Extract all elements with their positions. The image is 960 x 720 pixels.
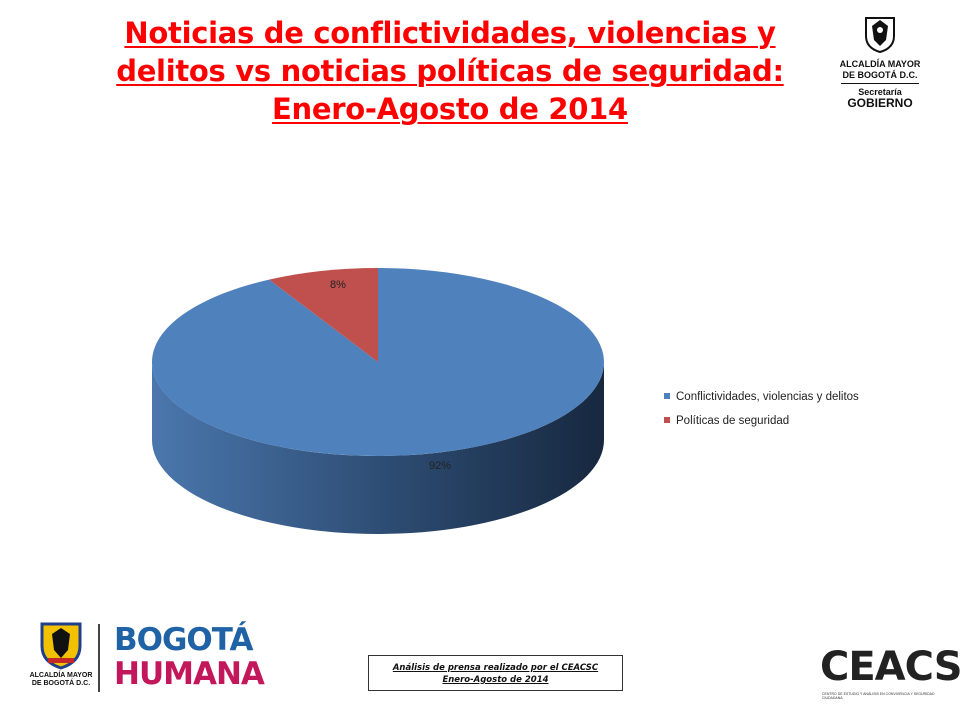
page-title: Noticias de conflictividades, violencias… [60,14,840,128]
pie-chart: 92% 8% Conflictividades, violencias y del… [151,268,859,534]
bogota-humana-logo: ALCALDÍA MAYOR DE BOGOTÁ D.C. BOGOTÁ HUM… [28,620,265,695]
bogota-coat-of-arms-icon [865,17,895,54]
data-label-1: 8% [330,279,346,291]
title-line-1: Noticias de conflictividades, violencias… [124,16,776,50]
bogota-wordmark: BOGOTÁ [114,622,254,658]
pie-slice-1 [269,268,378,362]
legend-label-0: Conflictividades, violencias y delitos [676,391,859,403]
logo-line-2: DE BOGOTÁ D.C. [842,70,918,80]
alcaldia-coat-of-arms-icon [40,622,82,670]
footer-line-1: Análisis de prensa realizado por el CEAC… [392,663,599,673]
logo-separator [98,624,100,692]
pie-slice-0 [151,268,604,456]
footer-note: Análisis de prensa realizado por el CEAC… [368,655,623,691]
ceacsc-logo: CEACSC CENTRO DE ESTUDIO Y ANÁLISIS EN C… [818,640,960,700]
legend-label-1: Políticas de seguridad [676,415,789,427]
title-line-3: Enero-Agosto de 2014 [272,92,628,126]
footer-line-2: Enero-Agosto de 2014 [442,675,549,685]
legend-swatch-1 [664,417,670,423]
alcaldia-label: ALCALDÍA MAYOR DE BOGOTÁ D.C. [29,672,93,687]
ceacsc-wordmark: CEACSC [820,644,960,690]
alcaldia-gobierno-logo: ALCALDÍA MAYOR DE BOGOTÁ D.C. Secretaría… [830,14,930,114]
logo-line-3: Secretaría [858,87,902,97]
logo-line-4: GOBIERNO [847,96,913,110]
title-line-2: delitos vs noticias políticas de segurid… [116,54,784,88]
logo-divider [841,83,919,84]
pie-side-0 [152,362,604,534]
ceacsc-tagline: CENTRO DE ESTUDIO Y ANÁLISIS EN CONVIVEN… [822,692,935,700]
data-label-0: 92% [429,460,451,472]
logo-line-1: ALCALDÍA MAYOR [839,59,921,69]
legend-swatch-0 [664,393,670,399]
humana-wordmark: HUMANA [114,656,265,692]
